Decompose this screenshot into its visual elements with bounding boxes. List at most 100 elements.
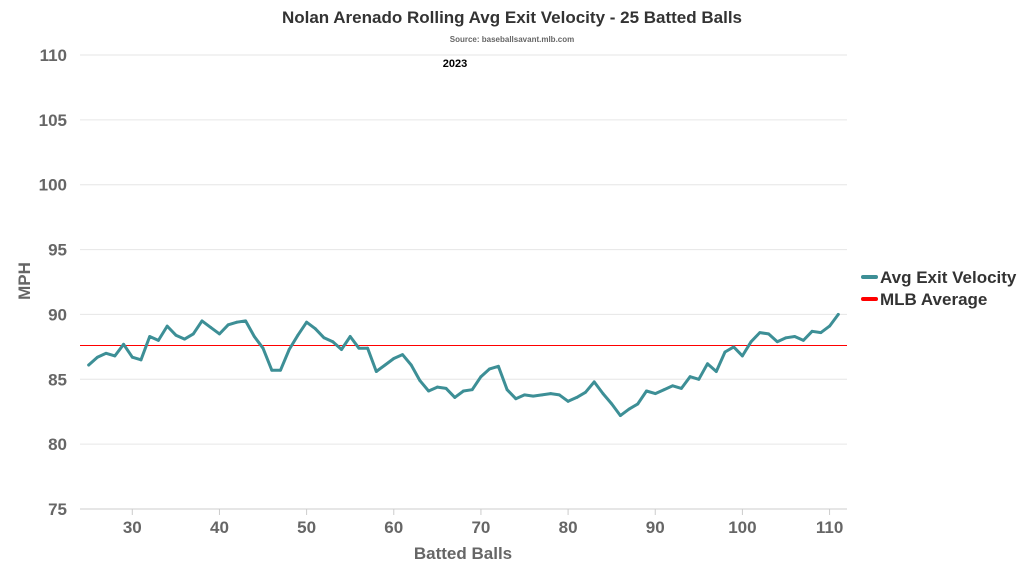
data-point <box>584 390 587 394</box>
data-point <box>688 375 692 379</box>
x-tick-label: 80 <box>559 518 578 537</box>
x-axis-ticks: 30 40 50 60 70 80 90 100 110 <box>80 508 847 537</box>
data-point <box>113 354 117 358</box>
data-point <box>714 370 718 373</box>
data-point <box>226 323 230 327</box>
data-point <box>427 389 431 393</box>
data-point <box>549 392 553 395</box>
data-point <box>767 332 770 336</box>
data-point <box>653 392 657 395</box>
chart-subtitle: Source: baseballsavant.mlb.com <box>450 35 575 44</box>
data-point <box>130 355 134 359</box>
data-point <box>348 335 352 338</box>
data-point <box>523 393 526 397</box>
data-point <box>191 332 195 336</box>
data-point <box>775 340 779 344</box>
season-label: 2023 <box>443 58 467 70</box>
data-point <box>679 386 683 390</box>
legend: Avg Exit Velocity MLB Average <box>861 268 1017 309</box>
data-point <box>505 388 509 392</box>
data-point <box>575 396 579 399</box>
x-tick-label: 50 <box>297 518 316 537</box>
data-point <box>706 362 709 366</box>
data-point <box>732 345 736 349</box>
legend-label-avg-exit-velocity: Avg Exit Velocity <box>880 268 1017 287</box>
data-point <box>165 324 169 328</box>
data-point <box>313 327 317 331</box>
data-point <box>287 348 291 351</box>
data-point <box>383 363 387 367</box>
data-point <box>671 384 675 388</box>
data-point <box>435 385 439 389</box>
data-point <box>261 346 265 350</box>
y-tick-label: 95 <box>48 241 67 260</box>
data-point <box>157 338 160 342</box>
data-point <box>252 335 256 338</box>
data-point <box>453 396 457 399</box>
legend-item-avg-exit-velocity[interactable]: Avg Exit Velocity <box>861 268 1017 287</box>
data-point <box>374 370 378 373</box>
data-point <box>723 350 727 354</box>
data-point <box>601 392 605 395</box>
data-point <box>758 331 762 334</box>
x-tick-label: 40 <box>210 518 229 537</box>
data-point <box>340 348 343 351</box>
data-point <box>174 333 178 337</box>
x-tick-label: 110 <box>816 518 843 537</box>
data-point <box>741 354 744 358</box>
data-point <box>418 379 422 382</box>
data-point <box>610 402 614 406</box>
y-tick-label: 90 <box>48 305 67 324</box>
data-point <box>122 342 125 346</box>
x-tick-label: 90 <box>646 518 665 537</box>
data-point <box>139 358 143 362</box>
data-point <box>209 326 213 329</box>
data-point <box>488 367 492 371</box>
data-point <box>540 393 544 397</box>
x-tick-label: 70 <box>471 518 490 537</box>
data-point <box>96 355 99 359</box>
x-axis-title: Batted Balls <box>414 544 512 563</box>
data-point <box>592 380 596 384</box>
data-point <box>836 313 840 316</box>
data-point <box>470 388 474 392</box>
data-point <box>305 320 309 324</box>
data-point <box>662 388 666 392</box>
data-point <box>749 340 753 344</box>
data-point <box>331 340 335 344</box>
data-point <box>627 407 631 411</box>
y-tick-label: 80 <box>48 435 67 454</box>
data-point <box>514 397 518 401</box>
data-point <box>557 393 561 397</box>
data-point <box>828 324 831 328</box>
data-point <box>244 319 248 323</box>
data-point <box>322 336 326 340</box>
data-point <box>462 389 465 393</box>
grid-lines <box>80 54 847 510</box>
data-point <box>183 337 186 341</box>
y-tick-label: 100 <box>39 176 67 195</box>
data-point <box>366 346 370 350</box>
data-point <box>270 368 274 372</box>
data-point <box>566 399 570 403</box>
avg-exit-velocity-points <box>87 313 840 418</box>
data-point <box>200 319 204 323</box>
x-tick-label: 60 <box>384 518 403 537</box>
data-point <box>496 364 500 368</box>
y-tick-label: 105 <box>39 111 67 130</box>
y-axis-title: MPH <box>15 262 34 300</box>
data-point <box>697 377 701 381</box>
y-axis-ticks: 75 80 85 90 95 100 105 110 <box>39 46 67 519</box>
data-point <box>802 338 805 342</box>
y-tick-label: 75 <box>48 500 67 519</box>
data-point <box>793 335 797 338</box>
plot-series <box>80 312 847 418</box>
avg-exit-velocity-line <box>87 312 840 418</box>
data-point <box>296 333 300 337</box>
legend-item-mlb-average[interactable]: MLB Average <box>861 290 987 309</box>
data-point <box>784 336 788 340</box>
data-point <box>636 402 640 406</box>
data-point <box>87 363 91 367</box>
data-point <box>819 331 823 334</box>
data-point <box>235 320 239 324</box>
